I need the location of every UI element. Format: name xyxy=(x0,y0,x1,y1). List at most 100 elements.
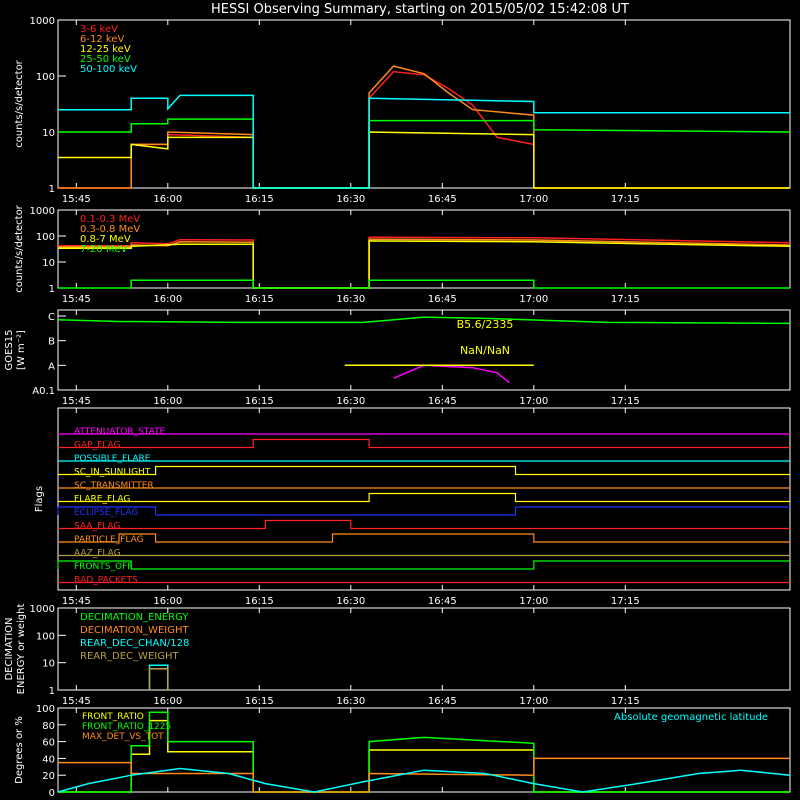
series-line xyxy=(393,364,510,384)
x-tick-label: 17:15 xyxy=(611,596,640,607)
flag-label: SAA_FLAG xyxy=(74,522,120,532)
series-line xyxy=(57,767,791,793)
flag-label: AAZ_FLAG xyxy=(74,549,121,559)
x-tick-label: 16:30 xyxy=(336,194,365,205)
series-line xyxy=(58,279,790,289)
x-tick-label: 16:30 xyxy=(336,696,365,707)
flag-label: FLARE_FLAG xyxy=(74,495,130,505)
legend-entry: FRONT_RATIO xyxy=(82,712,144,722)
goes-annotation: NaN/NaN xyxy=(460,344,510,357)
y-axis-label: ENERGY or weight xyxy=(16,604,27,695)
x-tick-label: 17:15 xyxy=(611,396,640,407)
flag-label: FRONTS_OFF xyxy=(74,562,132,572)
x-tick-label: 17:15 xyxy=(611,194,640,205)
y-tick-label: 100 xyxy=(36,72,55,83)
flag-label: BAD_PACKETS xyxy=(74,576,138,586)
series-line xyxy=(148,667,169,690)
x-tick-label: 16:30 xyxy=(336,396,365,407)
legend-entry: 3-6 keV xyxy=(80,24,118,35)
legend-entry: 50-100 keV xyxy=(80,64,137,75)
y-tick-label: 40 xyxy=(42,754,55,765)
x-tick-label: 16:15 xyxy=(245,696,274,707)
x-tick-label: 17:00 xyxy=(519,194,548,205)
x-tick-label: 17:15 xyxy=(611,696,640,707)
x-tick-label: 15:45 xyxy=(62,596,91,607)
flag-line xyxy=(58,519,790,530)
panels: 15:45 16:00 16:15 16:30 16:45 17:00 17:1511010… xyxy=(4,16,791,799)
y-axis-label: DECIMATION xyxy=(4,617,15,680)
goes-annotation: B5.6/2335 xyxy=(457,318,514,331)
y-axis-label: counts/s/detector xyxy=(14,59,25,147)
x-tick-label: 15:45 xyxy=(62,294,91,305)
chart-title: HESSI Observing Summary, starting on 201… xyxy=(211,2,629,17)
plot-frame xyxy=(57,209,791,289)
x-tick-label: 16:00 xyxy=(153,596,182,607)
legend-entry: DECIMATION_ENERGY xyxy=(80,612,189,623)
y-tick-label: B xyxy=(48,337,55,348)
legend-entry: 7-20 MeV xyxy=(80,244,128,255)
legend-entry: 12-25 keV xyxy=(80,44,131,55)
legend-entry: FRONT_RATIO_1225 xyxy=(82,722,171,732)
x-tick-label: 16:45 xyxy=(428,696,457,707)
legend-entry: 0.8-7 MeV xyxy=(80,234,131,245)
plot-frame xyxy=(57,407,791,591)
y-tick-label: 1 xyxy=(49,686,55,697)
x-tick-label: 17:00 xyxy=(519,294,548,305)
y-tick-label: 100 xyxy=(36,232,55,243)
legend-entry: REAR_DEC_CHAN/128 xyxy=(80,638,189,649)
plot-frame xyxy=(57,607,791,691)
legend-entry: 25-50 keV xyxy=(80,54,131,65)
y-tick-label: 1 xyxy=(49,184,55,195)
legend-entry: DECIMATION_WEIGHT xyxy=(80,625,189,636)
panel-highE: 15:45 16:00 16:15 16:30 16:45 17:00 17:15 1 10 10… xyxy=(14,204,791,305)
y-tick-label: 1000 xyxy=(30,16,55,27)
panel-ratio: 0 20 40 60 80 100 Degrees or % FRONT_RATIOFRONT… xyxy=(14,704,791,799)
y-tick-label: C xyxy=(48,312,55,323)
x-tick-label: 15:45 xyxy=(62,696,91,707)
series-line xyxy=(58,70,790,189)
y-tick-label: 0 xyxy=(49,788,55,799)
x-tick-label: 16:15 xyxy=(245,596,274,607)
x-tick-label: 16:45 xyxy=(428,294,457,305)
y-tick-label: A0.1 xyxy=(32,386,55,397)
series-line xyxy=(58,94,790,189)
flag-line xyxy=(58,492,790,503)
y-axis-label: Flags xyxy=(34,486,45,512)
series-line xyxy=(58,719,790,793)
series-line xyxy=(58,131,790,189)
x-tick-label: 16:45 xyxy=(428,596,457,607)
x-tick-label: 16:45 xyxy=(428,194,457,205)
x-tick-label: 17:00 xyxy=(519,396,548,407)
flag-line xyxy=(58,438,790,449)
x-tick-label: 17:00 xyxy=(519,596,548,607)
x-tick-label: 16:30 xyxy=(336,596,365,607)
flag-label: ATTENUATOR_STATE xyxy=(74,427,166,437)
y-tick-label: 1 xyxy=(49,284,55,295)
x-tick-label: 16:00 xyxy=(153,396,182,407)
flag-line xyxy=(58,533,790,543)
flag-line xyxy=(58,465,790,476)
panel-lowE: 15:45 16:00 16:15 16:30 16:45 17:00 17:15 1 10 10… xyxy=(14,16,791,205)
y-axis-label: Degrees or % xyxy=(14,716,25,784)
y-axis-label: GOES15 xyxy=(4,329,15,370)
plot-frame xyxy=(57,19,791,189)
flag-label: ECLIPSE_FLAG xyxy=(74,508,138,518)
y-tick-label: 100 xyxy=(36,704,55,715)
x-tick-label: 16:00 xyxy=(153,294,182,305)
x-tick-label: 17:15 xyxy=(611,294,640,305)
legend-entry: 6-12 keV xyxy=(80,34,124,45)
series-line xyxy=(58,65,790,189)
flag-label: POSSIBLE_FLARE xyxy=(74,454,151,464)
y-tick-label: 60 xyxy=(42,738,55,749)
flag-label: SC_IN_SUNLIGHT xyxy=(74,468,151,478)
flag-label: GAP_FLAG xyxy=(74,441,120,451)
y-tick-label: 1000 xyxy=(30,206,55,217)
panel-flags: 15:45 16:00 16:15 16:30 16:45 17:00 17:15 Flags… xyxy=(34,407,791,607)
y-tick-label: 80 xyxy=(42,721,55,732)
x-tick-label: 16:15 xyxy=(245,294,274,305)
x-tick-label: 16:00 xyxy=(153,194,182,205)
x-tick-label: 16:15 xyxy=(245,396,274,407)
plot-frame xyxy=(57,707,791,793)
x-tick-label: 15:45 xyxy=(62,194,91,205)
